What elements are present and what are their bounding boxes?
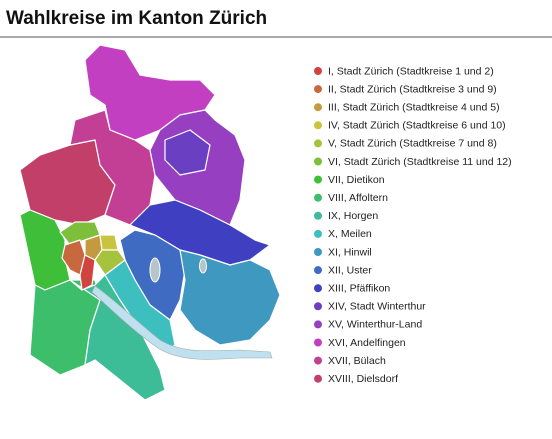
legend-label: XVIII, Dielsdorf — [328, 373, 398, 385]
district-region — [99, 234, 119, 251]
lake-pfaeffikersee — [199, 258, 207, 274]
map — [19, 44, 281, 401]
legend-label: II, Stadt Zürich (Stadtkreise 3 und 9) — [328, 83, 497, 95]
lake-zurich — [91, 285, 273, 360]
district-region — [79, 254, 96, 291]
legend-label: XVI, Andelfingen — [328, 337, 406, 349]
lake-greifensee — [149, 257, 161, 283]
legend-swatch — [314, 248, 322, 256]
legend-swatch — [314, 139, 322, 148]
legend-swatch — [314, 175, 322, 184]
legend-swatch — [314, 193, 322, 202]
district-region — [94, 249, 126, 276]
legend-swatch — [314, 211, 322, 220]
legend-label: VI, Stadt Zürich (Stadtkreise 11 und 12) — [328, 156, 512, 168]
legend-swatch — [314, 67, 322, 75]
legend-label: X, Meilen — [328, 228, 372, 240]
legend-swatch — [314, 229, 322, 238]
legend-swatch — [314, 338, 322, 347]
legend-swatch — [314, 103, 322, 112]
legend-swatch — [314, 374, 322, 383]
legend-label: IV, Stadt Zürich (Stadtkreise 6 und 10) — [328, 120, 506, 132]
legend-label: V, Stadt Zürich (Stadtkreise 7 und 8) — [328, 138, 497, 150]
legend-label: VIII, Affoltern — [328, 192, 388, 204]
district-region — [69, 274, 166, 401]
legend-label: IX, Horgen — [328, 210, 378, 222]
legend-swatch — [314, 157, 322, 166]
legend-label: XV, Winterthur-Land — [328, 319, 422, 331]
legend-label: XII, Uster — [328, 264, 372, 276]
legend-swatch — [314, 284, 322, 293]
legend-label: XI, Hinwil — [328, 246, 372, 258]
district-region — [164, 129, 211, 176]
legend-label: XIII, Pfäffikon — [328, 282, 390, 294]
legend-label: I, Stadt Zürich (Stadtkreise 1 und 2) — [328, 65, 494, 77]
legend-label: VII, Dietikon — [328, 174, 385, 186]
legend-swatch — [314, 356, 322, 365]
legend-swatch — [314, 320, 322, 329]
district-region — [69, 109, 156, 226]
legend-swatch — [314, 121, 322, 130]
legend-label: XIV, Stadt Winterthur — [328, 301, 426, 313]
legend-swatch — [314, 85, 322, 94]
legend-label: XVII, Bülach — [328, 355, 386, 367]
district-region — [179, 249, 281, 346]
page-title: Wahlkreise im Kanton Zürich — [6, 8, 267, 29]
legend: I, Stadt Zürich (Stadtkreise 1 und 2) II,… — [314, 65, 512, 385]
legend-label: III, Stadt Zürich (Stadtkreise 4 und 5) — [328, 101, 500, 113]
legend-swatch — [314, 266, 322, 275]
legend-swatch — [314, 302, 322, 311]
